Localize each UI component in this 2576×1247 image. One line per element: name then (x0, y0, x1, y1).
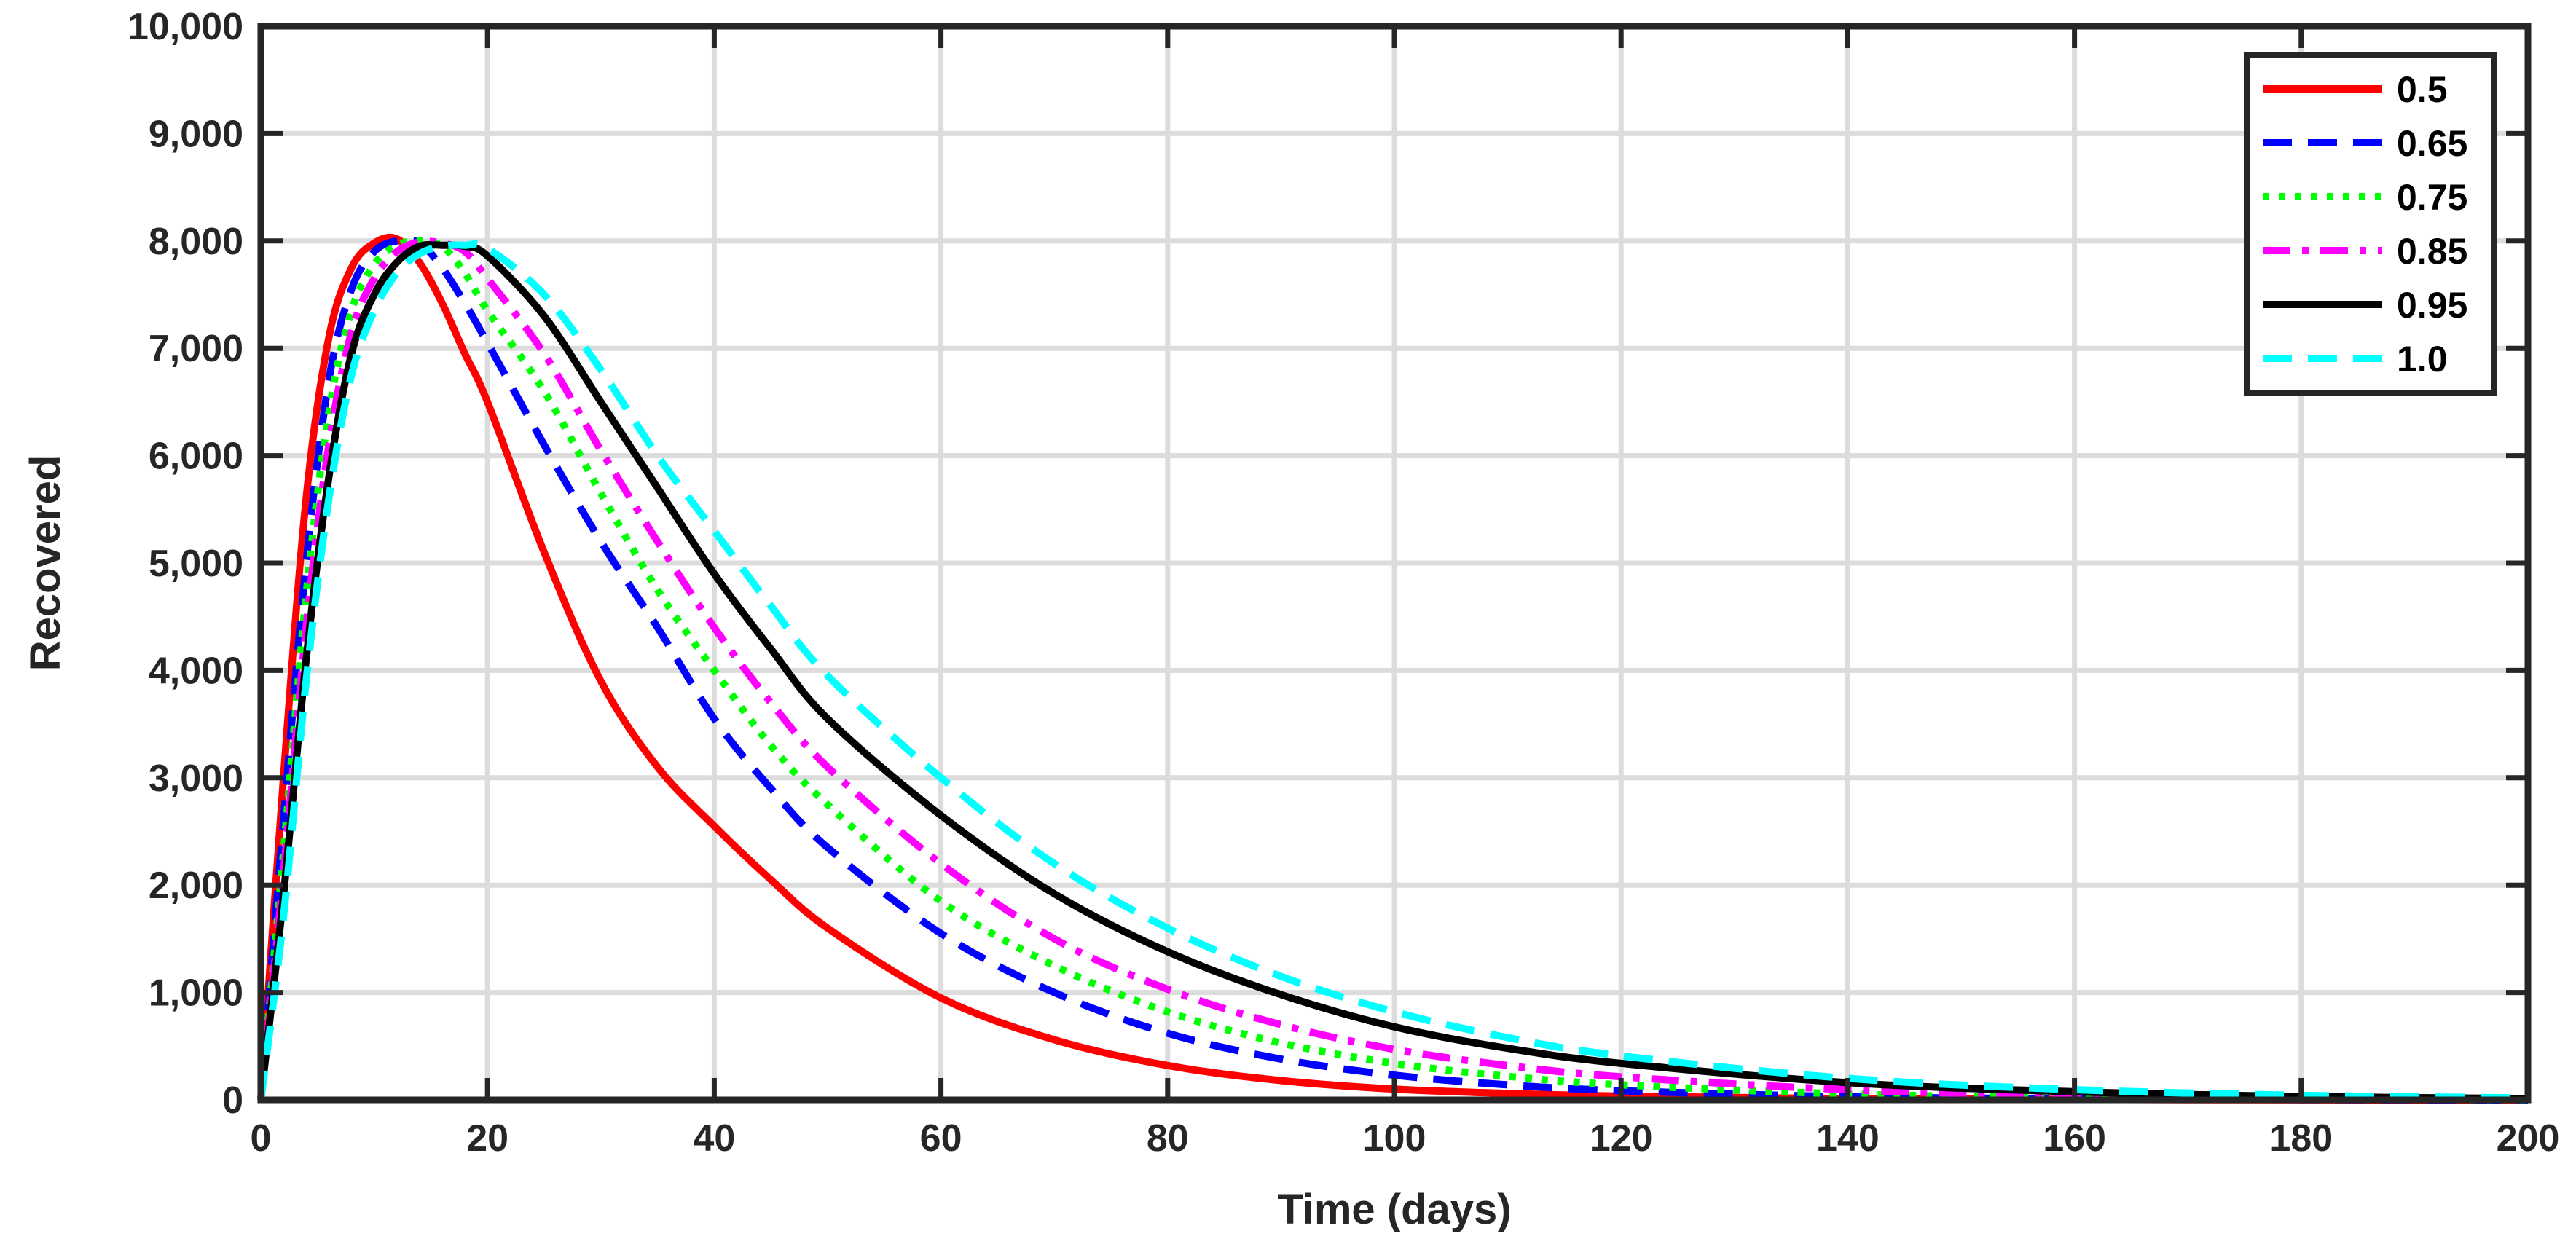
y-tick-label: 4,000 (149, 650, 243, 692)
x-tick-label: 120 (1590, 1117, 1653, 1160)
y-axis-title: Recovered (22, 455, 69, 672)
legend-label: 0.5 (2397, 69, 2448, 110)
x-tick-label: 100 (1363, 1117, 1426, 1160)
x-tick-label: 60 (920, 1117, 962, 1160)
series-line-1-0 (257, 240, 2529, 1102)
legend-label: 0.85 (2397, 231, 2467, 272)
y-tick-label: 1,000 (149, 972, 243, 1015)
x-axis-title: Time (days) (1277, 1186, 1511, 1233)
x-tick-label: 40 (693, 1117, 735, 1160)
series-line-0-85 (257, 237, 2529, 1104)
legend-label: 0.95 (2397, 285, 2467, 326)
x-axis-tick-labels: 0 20 40 60 80 100 120 140 160 180 200 (251, 1117, 2560, 1160)
x-tick-label: 140 (1816, 1117, 1880, 1160)
legend: 0.5 0.65 0.75 0.85 0.95 1.0 (2244, 52, 2497, 396)
series-line-0-95 (257, 240, 2529, 1103)
y-tick-label: 5,000 (149, 543, 243, 585)
y-tick-label: 10,000 (127, 6, 243, 48)
legend-label: 0.75 (2397, 177, 2467, 218)
x-tick-label: 180 (2269, 1117, 2333, 1160)
x-tick-label: 0 (251, 1117, 272, 1160)
y-tick-label: 8,000 (149, 221, 243, 263)
y-tick-label: 3,000 (149, 758, 243, 800)
y-tick-label: 6,000 (149, 436, 243, 478)
legend-label: 1.0 (2397, 339, 2448, 379)
legend-box (2244, 52, 2497, 396)
grid-lines (261, 26, 2528, 1100)
axis-ticks (258, 23, 2531, 1103)
y-tick-label: 2,000 (149, 865, 243, 907)
series-line-0-65 (257, 236, 2529, 1104)
legend-label: 0.65 (2397, 123, 2467, 164)
series-line-0-75 (257, 237, 2529, 1104)
y-tick-label: 0 (222, 1079, 243, 1122)
y-axis-tick-labels: 0 1,000 2,000 3,000 4,000 5,000 6,000 7,000 8,00… (127, 6, 243, 1122)
y-tick-label: 7,000 (149, 328, 243, 370)
x-tick-label: 200 (2497, 1117, 2560, 1160)
x-tick-label: 80 (1147, 1117, 1189, 1160)
x-tick-label: 160 (2043, 1117, 2106, 1160)
x-tick-label: 20 (466, 1117, 508, 1160)
y-tick-label: 9,000 (149, 113, 243, 155)
